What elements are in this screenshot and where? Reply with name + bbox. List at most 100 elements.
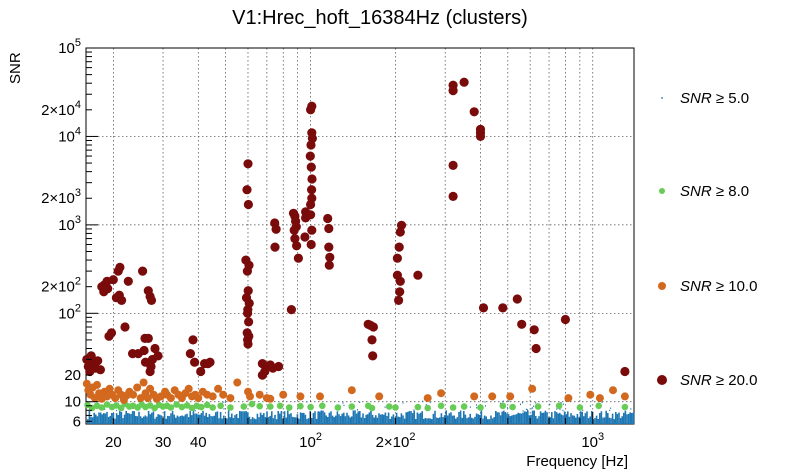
data-point xyxy=(506,392,515,401)
snr-5-mark xyxy=(360,417,363,424)
snr-5-mark xyxy=(283,411,286,424)
data-point xyxy=(242,266,252,276)
snr-5-mark xyxy=(226,418,228,424)
data-point xyxy=(103,401,111,408)
snr-5-mark xyxy=(373,417,375,424)
snr-5-mark xyxy=(210,416,212,424)
snr-5-mark xyxy=(624,410,627,424)
snr-5-mark xyxy=(170,413,172,424)
snr-5-mark xyxy=(520,403,522,406)
snr-5-mark xyxy=(562,409,564,412)
snr-5-mark xyxy=(104,408,106,410)
data-point xyxy=(555,402,563,410)
snr-5-mark xyxy=(208,413,211,424)
snr-5-mark xyxy=(565,414,567,424)
data-point xyxy=(143,333,153,343)
snr-5-mark xyxy=(485,416,487,424)
snr-5-mark xyxy=(443,415,446,424)
snr-5-mark xyxy=(221,418,223,424)
data-point xyxy=(529,325,539,335)
data-point xyxy=(423,394,432,403)
snr-5-mark xyxy=(215,412,217,424)
data-point xyxy=(306,140,316,150)
snr-5-mark xyxy=(525,411,527,424)
data-point xyxy=(392,404,399,411)
snr-5-mark xyxy=(363,418,366,424)
snr-5-mark xyxy=(490,415,492,424)
legend-label: SNR ≥ 5.0 xyxy=(680,90,749,107)
data-point xyxy=(271,224,281,234)
grid-lines xyxy=(86,48,634,424)
snr-5-mark xyxy=(248,416,251,424)
data-point xyxy=(270,242,280,252)
snr-5-mark xyxy=(352,410,355,424)
snr-5-mark xyxy=(514,414,516,424)
data-point xyxy=(188,335,198,345)
snr-5-mark xyxy=(351,416,353,424)
snr-5-mark xyxy=(447,415,449,424)
snr-5-mark xyxy=(586,411,588,424)
plot-frame xyxy=(85,47,635,425)
snr-5-mark xyxy=(432,413,435,424)
series-snr-5 xyxy=(86,400,635,424)
snr-5-mark xyxy=(627,413,630,424)
data-point xyxy=(509,403,516,411)
snr-5-mark xyxy=(475,413,478,424)
data-point xyxy=(146,295,157,305)
data-point xyxy=(517,319,527,329)
data-point xyxy=(375,392,384,401)
data-point xyxy=(95,365,105,375)
tick-label: 20 xyxy=(64,367,81,384)
snr-5-mark xyxy=(88,411,91,424)
data-point xyxy=(620,392,629,401)
data-point xyxy=(499,402,507,410)
snr-5-mark xyxy=(258,417,260,424)
snr-5-mark xyxy=(222,401,224,404)
data-point xyxy=(166,394,175,403)
snr-5-mark xyxy=(424,417,427,424)
data-point xyxy=(173,401,180,408)
snr-5-mark xyxy=(90,416,92,424)
snr-5-mark xyxy=(477,414,479,424)
snr-5-mark xyxy=(250,419,252,424)
tick-label: 10 xyxy=(64,394,81,411)
snr-5-mark xyxy=(592,419,595,424)
snr-5-mark xyxy=(621,416,623,424)
data-point xyxy=(367,335,377,345)
snr-5-mark xyxy=(544,410,547,424)
data-point xyxy=(266,394,275,403)
snr-5-mark xyxy=(306,418,308,424)
snr-5-mark xyxy=(504,412,507,424)
snr-5-mark xyxy=(435,417,438,424)
snr-5-mark xyxy=(255,419,257,424)
data-point xyxy=(93,380,101,389)
snr-5-mark xyxy=(450,412,452,424)
snr-5-mark xyxy=(631,412,633,424)
data-point xyxy=(437,389,446,398)
snr-5-mark xyxy=(456,417,459,424)
data-point xyxy=(257,370,267,380)
snr-5-mark xyxy=(520,413,523,424)
tick-label: 105 xyxy=(58,37,81,57)
snr-5-mark xyxy=(216,411,219,424)
snr-5-mark xyxy=(397,416,399,424)
snr-5-mark xyxy=(144,415,147,424)
snr-5-mark xyxy=(576,413,579,424)
tick-label: 104 xyxy=(58,125,81,145)
snr-5-mark xyxy=(579,411,582,424)
data-point xyxy=(243,159,253,169)
snr-5-mark xyxy=(563,411,566,424)
data-point xyxy=(138,266,148,276)
data-point xyxy=(424,404,432,412)
data-point xyxy=(98,404,106,411)
data-point xyxy=(306,105,316,115)
tick-label: 40 xyxy=(190,434,207,451)
snr-5-mark xyxy=(386,415,388,424)
data-point xyxy=(167,404,175,411)
snr-5-mark xyxy=(375,415,377,424)
data-point xyxy=(104,331,114,341)
data-point xyxy=(289,225,299,235)
snr-5-mark xyxy=(619,418,622,424)
snr-5-mark xyxy=(232,417,235,424)
snr-5-mark xyxy=(392,414,395,424)
